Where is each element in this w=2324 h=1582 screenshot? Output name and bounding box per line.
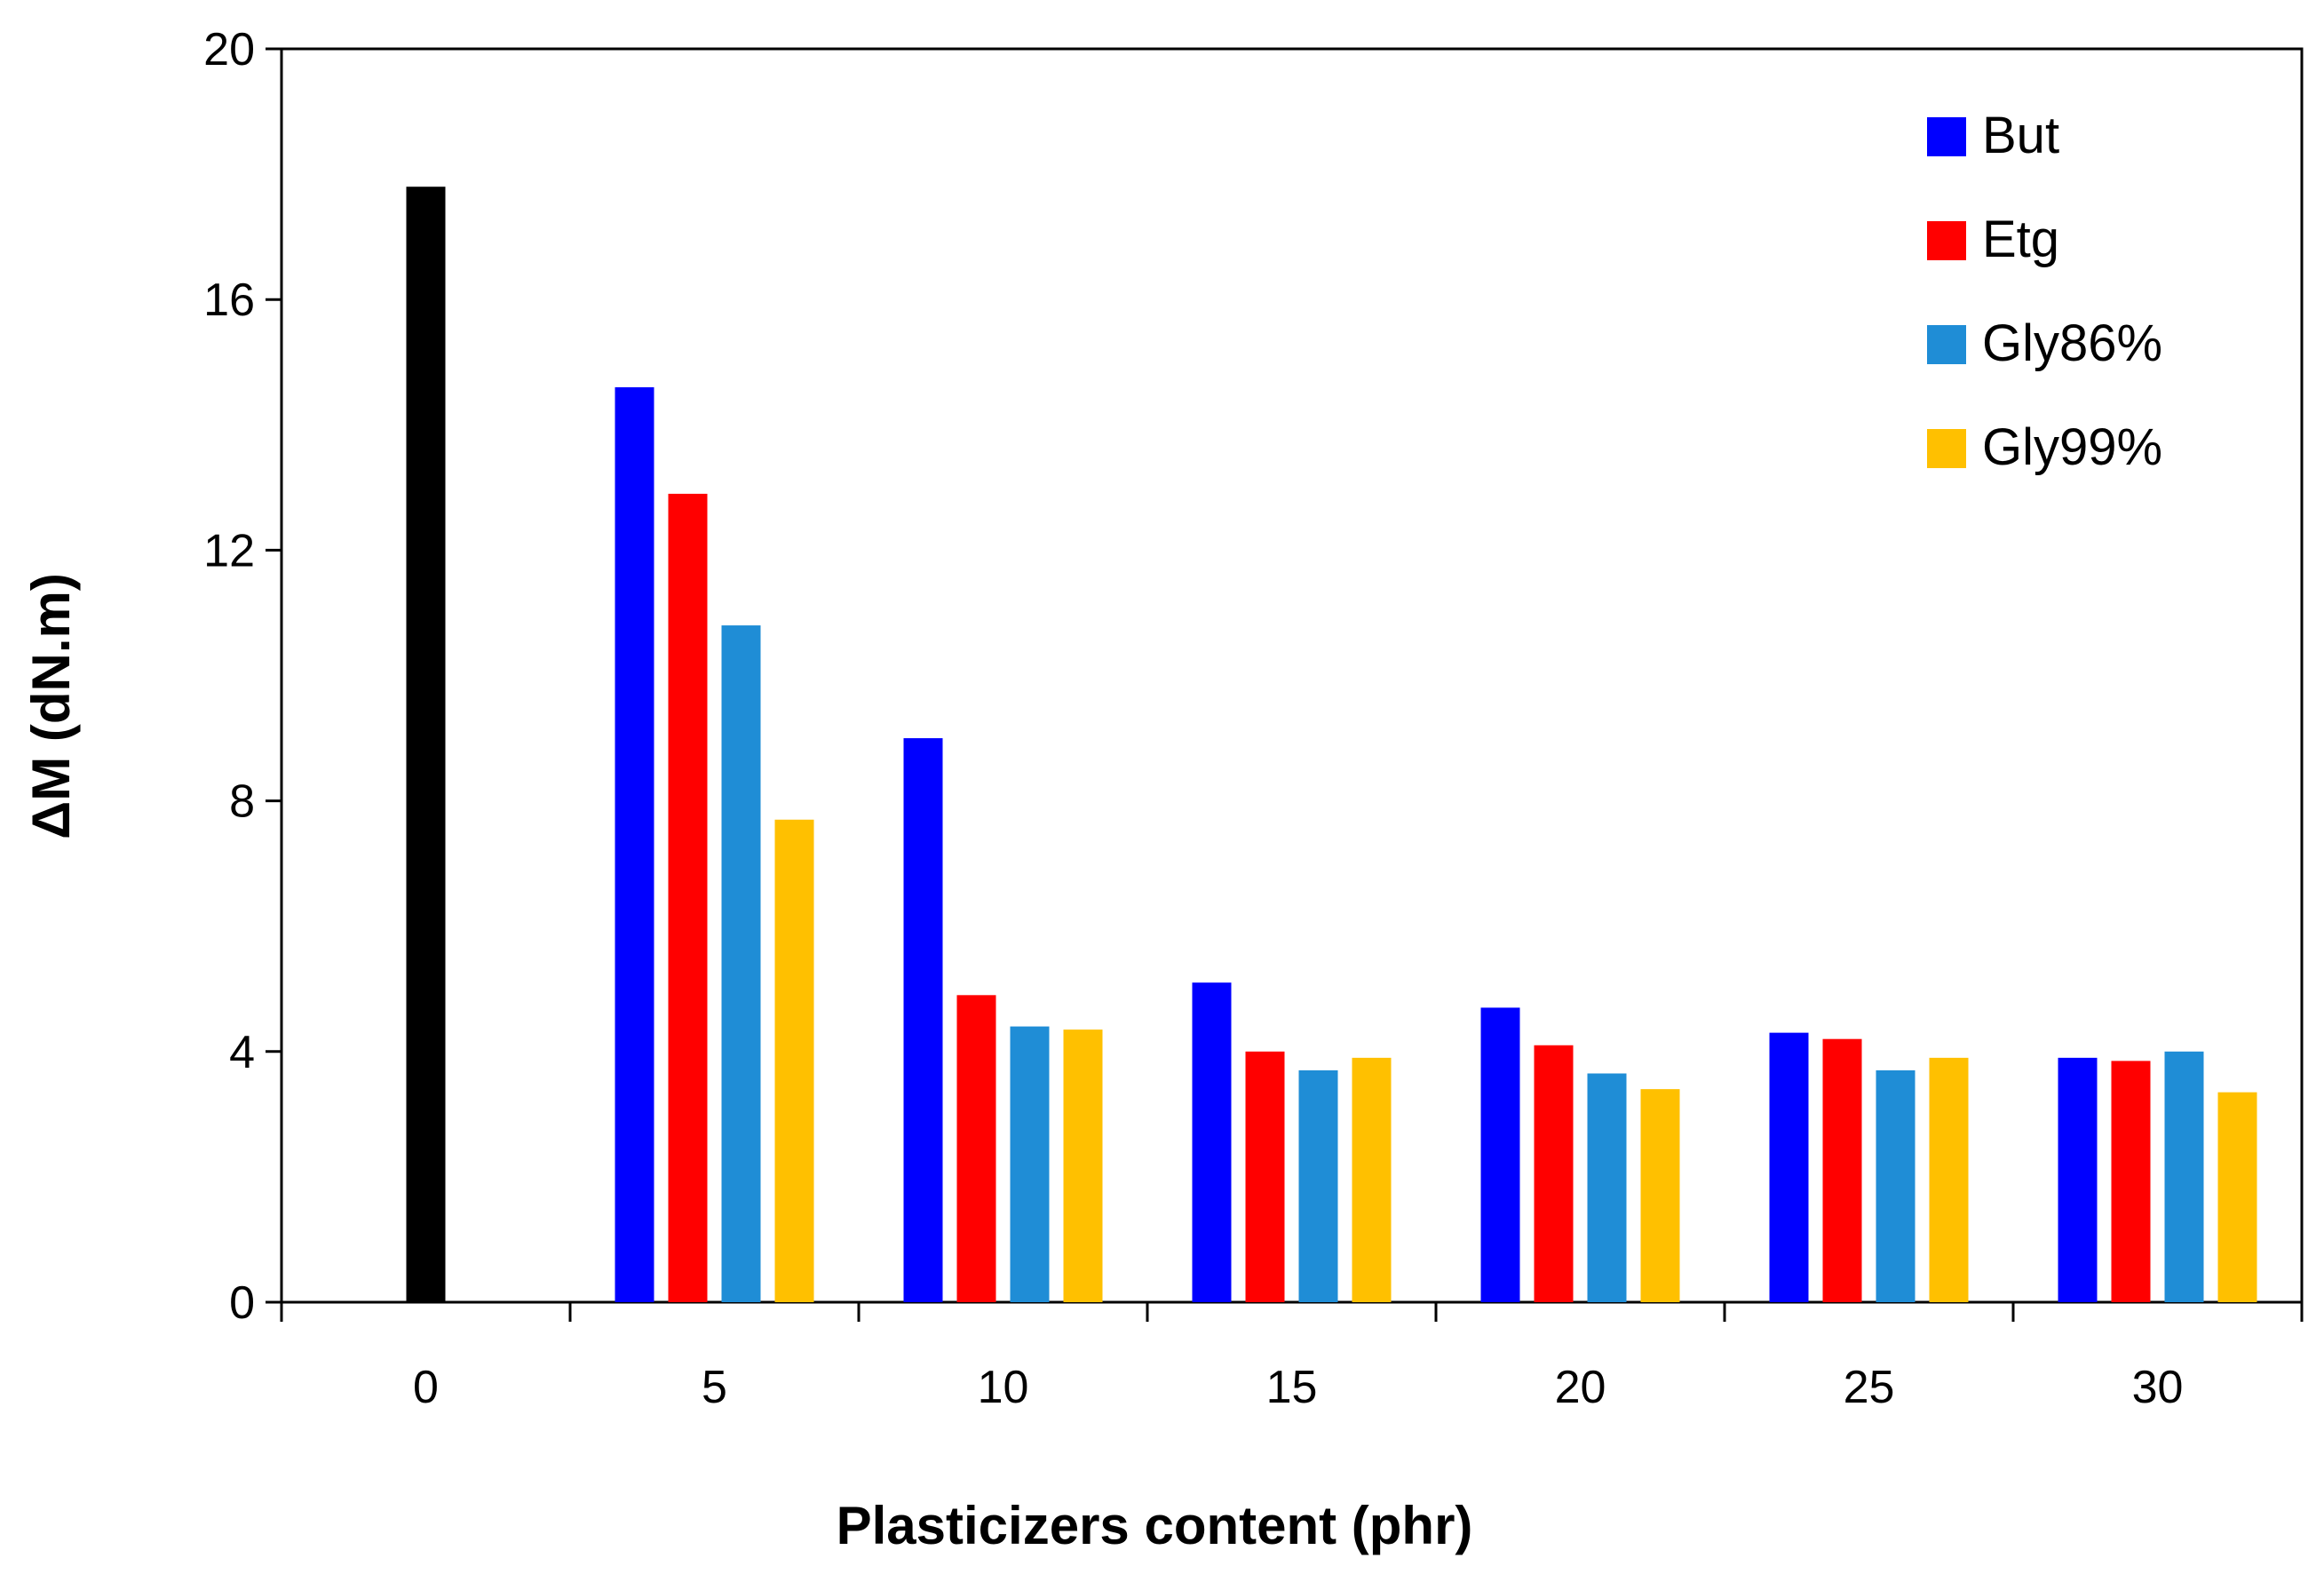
legend-label: Gly86%: [1982, 314, 2162, 372]
legend-label: Gly99%: [1982, 418, 2162, 476]
legend-swatch: [1927, 325, 1966, 364]
bar-but: [615, 386, 654, 1303]
bar-etg: [956, 995, 996, 1302]
y-axis-title: ΔM (dN.m): [21, 573, 81, 839]
legend-item: Etg: [1927, 211, 2059, 268]
bar-gly86-: [1298, 1069, 1338, 1302]
bar-gly86-: [721, 625, 761, 1302]
x-tick-label: 5: [702, 1362, 727, 1413]
bar-gly99-: [774, 819, 814, 1302]
bar-etg: [1822, 1038, 1862, 1302]
x-tick-label: 15: [1266, 1362, 1318, 1413]
y-tick-label: 20: [203, 24, 255, 76]
legend-item: But: [1927, 107, 2059, 164]
y-tick-label: 4: [229, 1027, 255, 1078]
bar-etg: [2111, 1061, 2151, 1302]
bar-control: [406, 187, 446, 1303]
bar-but: [1769, 1032, 1809, 1302]
plot-border: [280, 47, 2304, 1304]
x-tick-label: 25: [1844, 1362, 1895, 1413]
x-tick-label: 10: [978, 1362, 1029, 1413]
bar-gly86-: [1876, 1069, 1916, 1302]
x-tick-label: 0: [413, 1362, 439, 1413]
bar-but: [1480, 1007, 1520, 1302]
legend-swatch: [1927, 429, 1966, 468]
legend: But Etg Gly86% Gly99%: [1927, 107, 2162, 476]
legend-label: Etg: [1982, 211, 2059, 268]
legend-swatch: [1927, 221, 1966, 260]
x-tick-label: 20: [1555, 1362, 1606, 1413]
x-axis-title: Plasticizers content (phr): [837, 1496, 1473, 1555]
bar-gly99-: [1640, 1089, 1680, 1302]
bar-but: [1192, 982, 1232, 1302]
bar-etg: [668, 493, 708, 1302]
bar-gly86-: [2164, 1051, 2204, 1302]
legend-item: Gly86%: [1927, 314, 2162, 372]
y-tick-label: 16: [203, 274, 255, 326]
x-axis: 0 5 10 15 20 25 30: [280, 1302, 2304, 1413]
bar-gly86-: [1587, 1073, 1627, 1302]
x-tick-label: 30: [2132, 1362, 2184, 1413]
y-tick-label: 0: [229, 1277, 255, 1329]
bar-gly99-: [1929, 1057, 1969, 1302]
y-tick-label: 8: [229, 776, 255, 828]
bar-but: [903, 738, 943, 1302]
bar-but: [2058, 1057, 2098, 1302]
bar-gly99-: [1063, 1029, 1103, 1302]
bar-gly99-: [2217, 1092, 2257, 1302]
bar-gly99-: [1352, 1057, 1392, 1302]
y-axis: 0 4 8 12 16 20: [203, 24, 282, 1329]
bar-gly86-: [1010, 1026, 1050, 1302]
bars: [406, 187, 2257, 1303]
bar-etg: [1534, 1045, 1574, 1302]
legend-item: Gly99%: [1927, 418, 2162, 476]
legend-label: But: [1982, 107, 2059, 164]
legend-swatch: [1927, 117, 1966, 156]
bar-etg: [1245, 1051, 1285, 1302]
y-tick-label: 12: [203, 525, 255, 576]
plot-frame: [280, 47, 2304, 1304]
